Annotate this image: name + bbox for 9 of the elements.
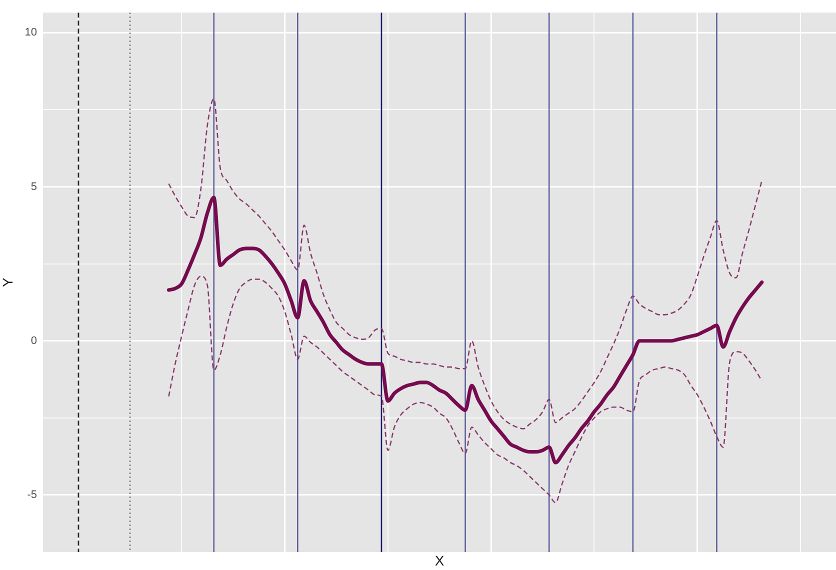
y-axis-title: Y bbox=[0, 276, 16, 287]
y-tick-label: -5 bbox=[27, 489, 37, 502]
y-tick-label: 10 bbox=[24, 26, 37, 39]
x-axis-title: X bbox=[434, 552, 445, 568]
y-tick-label: 0 bbox=[30, 334, 37, 347]
line-series bbox=[166, 196, 764, 464]
y-tick-label: 5 bbox=[30, 180, 37, 193]
line-series bbox=[168, 275, 763, 504]
line-series bbox=[168, 98, 763, 430]
